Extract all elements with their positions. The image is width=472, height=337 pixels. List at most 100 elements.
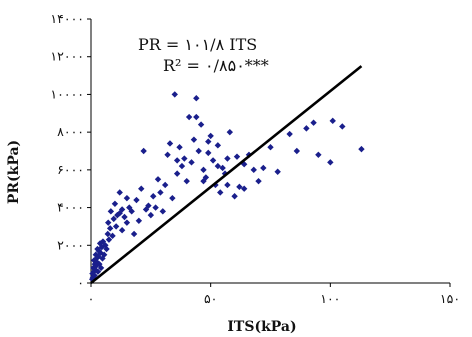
data-point <box>250 166 257 174</box>
data-point <box>121 213 128 221</box>
data-point <box>233 153 241 160</box>
data-point <box>157 189 164 196</box>
data-point <box>274 168 281 175</box>
data-point <box>116 210 123 217</box>
data-point <box>200 166 207 174</box>
data-point <box>147 211 155 219</box>
data-point <box>169 194 176 202</box>
data-point <box>214 142 222 149</box>
data-point <box>286 130 293 138</box>
data-point <box>185 113 193 121</box>
trendline <box>90 65 363 285</box>
data-point <box>205 138 212 145</box>
data-points <box>88 91 365 283</box>
data-point <box>226 128 234 136</box>
data-point <box>197 121 205 128</box>
data-point <box>190 136 198 143</box>
data-point <box>303 125 310 132</box>
y-ticks: ۰ ۲۰۰۰ ۴۰۰۰ ۶۰۰۰ ۸۰۰۰ ۱۰۰۰۰ ۱۲۰۰۰ ۱۴۰۰۰ <box>50 11 91 290</box>
data-point <box>205 149 212 157</box>
data-point <box>339 123 346 130</box>
data-point <box>176 144 183 151</box>
y-tick-label: ۴۰۰۰ <box>57 200 84 215</box>
y-tick-label: ۰ <box>77 275 84 290</box>
data-point <box>103 245 110 253</box>
data-point <box>195 147 202 155</box>
data-point <box>123 194 131 202</box>
x-tick-label: ۵۰ <box>204 291 217 306</box>
data-point <box>93 259 101 266</box>
data-point <box>105 219 112 226</box>
data-point <box>116 189 123 196</box>
data-point <box>358 145 365 153</box>
data-point <box>173 170 181 177</box>
data-point <box>111 200 119 207</box>
data-point <box>99 238 107 245</box>
data-point <box>188 159 195 166</box>
data-point <box>91 272 98 279</box>
x-tick-label: ۱۰۰ <box>320 291 340 306</box>
data-point <box>310 119 317 126</box>
data-point <box>150 193 157 200</box>
data-point <box>114 211 121 219</box>
data-point <box>161 181 169 189</box>
data-point <box>315 151 322 158</box>
data-point <box>145 202 152 209</box>
r-squared-annotation: R² = ۰/۸۵۰*** <box>163 56 269 75</box>
data-point <box>159 208 166 215</box>
data-point <box>118 227 126 234</box>
axes <box>90 19 450 284</box>
data-point <box>224 155 231 162</box>
y-tick-label: ۲۰۰۰ <box>57 237 84 252</box>
y-tick-label: ۱۲۰۰۰ <box>50 49 84 64</box>
y-tick-label: ۸۰۰۰ <box>57 124 84 139</box>
data-point <box>329 117 336 125</box>
x-axis-title: ITS(kPa) <box>227 319 296 335</box>
data-point <box>200 177 207 185</box>
data-point <box>231 193 238 200</box>
data-point <box>219 164 226 172</box>
data-point <box>327 159 334 166</box>
data-point <box>217 189 224 196</box>
data-point <box>181 155 188 162</box>
data-point <box>96 260 103 268</box>
data-point <box>166 140 174 147</box>
data-point <box>99 255 106 262</box>
equation-annotation: PR = ۱۰۱/۸ ITS <box>138 35 257 54</box>
data-point <box>236 183 243 191</box>
data-point <box>123 219 131 226</box>
data-point <box>152 204 159 211</box>
data-point <box>138 185 145 192</box>
data-point <box>110 215 117 223</box>
data-point <box>173 157 181 164</box>
data-point <box>240 185 248 192</box>
data-point <box>128 208 135 215</box>
data-point <box>293 147 301 155</box>
data-point <box>135 217 143 224</box>
data-point <box>171 91 178 98</box>
y-axis-title: PR(kPa) <box>6 140 22 204</box>
y-tick-label: ۱۰۰۰۰ <box>50 86 84 101</box>
data-point <box>209 157 217 164</box>
data-point <box>178 162 186 170</box>
data-point <box>255 177 262 185</box>
data-point <box>260 164 267 172</box>
data-point <box>207 132 214 140</box>
data-point <box>224 181 231 189</box>
data-point <box>93 255 100 262</box>
data-point <box>97 264 105 272</box>
data-point <box>193 113 200 121</box>
data-point <box>94 268 102 275</box>
data-point <box>106 225 114 232</box>
data-point <box>193 95 200 102</box>
x-tick-label: ۰ <box>88 291 95 306</box>
data-point <box>183 177 190 185</box>
data-point <box>154 176 162 183</box>
data-point <box>107 208 115 215</box>
data-point <box>130 230 138 238</box>
data-point <box>105 236 113 243</box>
data-point <box>214 162 222 170</box>
data-point <box>100 251 108 258</box>
data-point <box>267 144 274 151</box>
